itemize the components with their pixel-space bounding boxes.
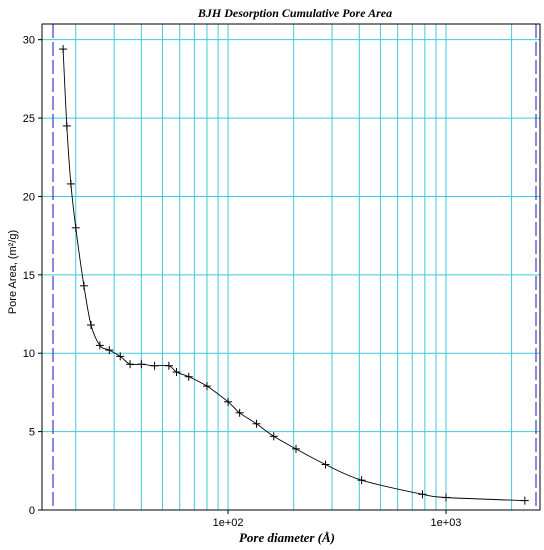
data-point [357,476,366,485]
data-point [66,179,75,188]
data-point [126,360,135,369]
boundary-markers [52,24,537,510]
data-point [105,346,114,355]
data-point [224,397,233,406]
data-series [59,45,529,505]
y-tick-label: 5 [29,427,35,439]
data-point [235,408,244,417]
data-point [441,493,450,502]
data-point [520,496,529,505]
data-point [71,223,80,232]
data-point [269,432,278,441]
data-point [184,372,193,381]
data-point [87,321,96,330]
data-point [59,45,68,54]
data-point [62,121,71,130]
y-tick-label: 15 [23,270,35,282]
grid [42,24,540,511]
data-point [252,419,261,428]
data-point [172,368,181,377]
data-point [292,444,301,453]
y-tick-label: 25 [23,113,35,125]
data-point [321,460,330,469]
data-point [202,382,211,391]
y-tick-label: 10 [23,348,35,360]
x-axis-label: Pore diameter (Å) [239,530,335,545]
data-point [150,361,159,370]
data-point [164,361,173,370]
axis-ticks: 0 5 10 15 20 25 30 1e+02 1e+03 [23,35,462,529]
y-tick-label: 20 [23,191,35,203]
plot-frame [41,23,541,511]
data-point [79,281,88,290]
chart-title: BJH Desorption Cumulative Pore Area [197,6,392,20]
data-point [418,490,427,499]
data-point [137,360,146,369]
y-tick-label: 30 [23,35,35,47]
data-point [116,352,125,361]
x-tick-label: 1e+03 [431,517,462,529]
y-axis-label: Pore Area, (m²/g) [7,230,19,314]
data-point [95,341,104,350]
y-tick-label: 0 [29,505,35,517]
x-tick-label: 1e+02 [213,517,244,529]
